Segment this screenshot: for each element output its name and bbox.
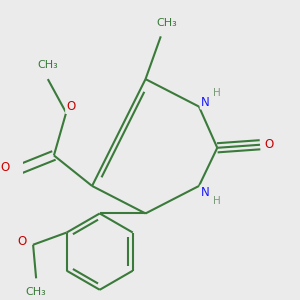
- Text: CH₃: CH₃: [38, 60, 58, 70]
- Text: N: N: [201, 186, 209, 199]
- Text: H: H: [213, 196, 221, 206]
- Text: H: H: [213, 88, 221, 98]
- Text: N: N: [201, 95, 209, 109]
- Text: O: O: [265, 138, 274, 151]
- Text: O: O: [66, 100, 75, 113]
- Text: CH₃: CH₃: [157, 18, 177, 28]
- Text: O: O: [0, 161, 10, 174]
- Text: CH₃: CH₃: [26, 287, 46, 297]
- Text: O: O: [18, 235, 27, 248]
